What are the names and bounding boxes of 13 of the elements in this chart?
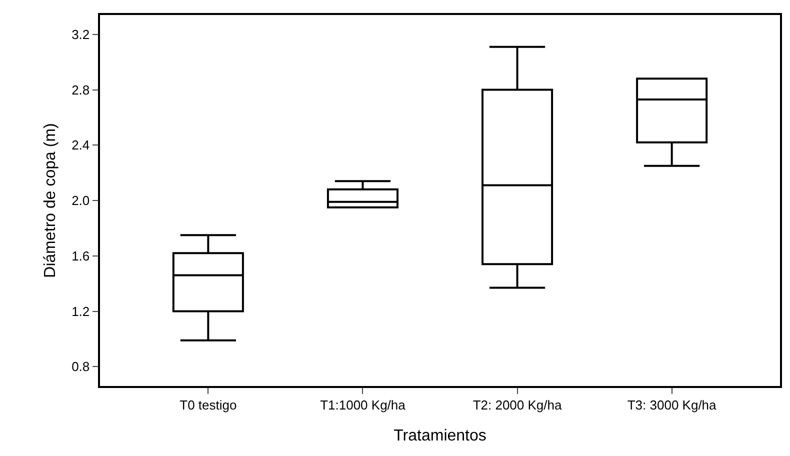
x-tick-label: T3: 3000 Kg/ha	[627, 397, 718, 412]
y-axis-title: Diámetro de copa (m)	[42, 123, 59, 278]
y-tick-label: 1.2	[72, 304, 90, 319]
y-tick-label: 0.8	[72, 359, 90, 374]
y-tick-label: 2.8	[72, 82, 90, 98]
x-tick-label: T0 testigo	[180, 397, 237, 412]
x-tick-label: T1:1000 Kg/ha	[320, 397, 406, 412]
x-axis-title: Tratamientos	[394, 428, 486, 445]
x-tick-label: T2: 2000 Kg/ha	[472, 397, 562, 412]
y-tick-label: 2.0	[72, 193, 90, 208]
y-tick-label: 2.4	[72, 138, 90, 153]
y-tick-label: 3.2	[72, 26, 90, 42]
y-tick-label: 1.6	[72, 248, 90, 264]
